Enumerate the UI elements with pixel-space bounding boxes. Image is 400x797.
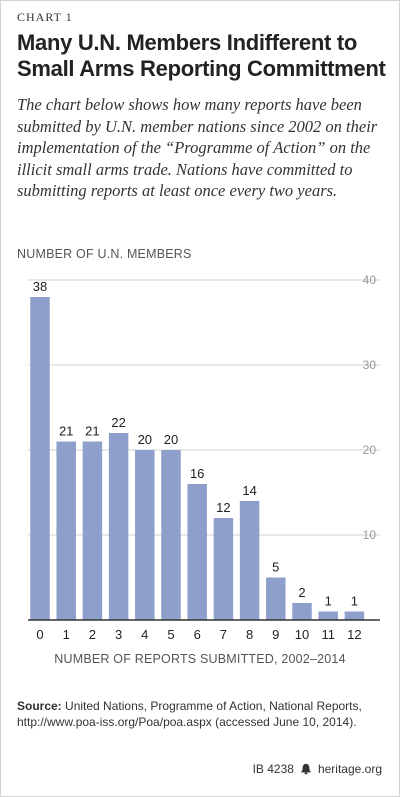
source-label: Source:	[17, 699, 62, 713]
y-tick-label-40: 40	[363, 273, 377, 287]
chart-title: Many U.N. Members Indifferent to Small A…	[17, 30, 386, 81]
site-name: heritage.org	[317, 762, 382, 776]
liberty-bell-icon	[300, 763, 312, 775]
x-tick-label-4: 4	[141, 627, 148, 642]
y-axis-title: NUMBER OF U.N. MEMBERS	[17, 247, 192, 261]
data-label-1: 21	[59, 424, 73, 439]
data-label-8: 14	[242, 483, 256, 498]
bar-1	[56, 441, 76, 620]
data-label-7: 12	[216, 500, 230, 515]
x-axis-title: NUMBER OF REPORTS SUBMITTED, 2002–2014	[54, 652, 346, 666]
data-label-0: 38	[33, 279, 47, 294]
bar-0	[30, 297, 50, 620]
x-tick-label-1: 1	[63, 627, 70, 642]
data-label-9: 5	[272, 560, 279, 575]
x-tick-label-5: 5	[167, 627, 174, 642]
data-label-2: 21	[85, 424, 99, 439]
data-label-11: 1	[325, 594, 332, 609]
report-id: IB 4238	[252, 762, 294, 776]
chart-subtitle: The chart below shows how many reports h…	[17, 95, 378, 200]
x-tick-label-10: 10	[295, 627, 309, 642]
data-label-6: 16	[190, 466, 204, 481]
data-label-4: 20	[138, 432, 152, 447]
data-label-10: 2	[298, 585, 305, 600]
data-label-3: 22	[111, 415, 125, 430]
x-tick-label-8: 8	[246, 627, 253, 642]
bar-12	[344, 611, 365, 620]
x-tick-label-3: 3	[115, 627, 122, 642]
source-note: Source: United Nations, Programme of Act…	[17, 698, 387, 730]
bar-6	[187, 484, 207, 620]
x-tick-label-2: 2	[89, 627, 96, 642]
y-tick-label-30: 30	[363, 358, 377, 372]
footer: IB 4238 heritage.org	[253, 762, 382, 776]
y-tick-label-10: 10	[363, 528, 377, 542]
y-tick-label-20: 20	[363, 443, 377, 457]
x-tick-label-9: 9	[272, 627, 279, 642]
bar-8	[239, 501, 260, 620]
x-tick-label-7: 7	[220, 627, 227, 642]
bar-10	[292, 603, 312, 620]
data-label-5: 20	[164, 432, 178, 447]
bar-5	[161, 450, 181, 620]
x-tick-label-0: 0	[36, 627, 43, 642]
x-tick-label-6: 6	[194, 627, 201, 642]
bar-3	[108, 433, 129, 620]
bar-2	[82, 441, 103, 620]
source-text: United Nations, Programme of Action, Nat…	[17, 699, 362, 729]
bar-11	[318, 611, 338, 620]
data-label-12: 1	[351, 594, 358, 609]
x-tick-label-12: 12	[347, 627, 361, 642]
bar-chart: 1020304038021121222320420516612714859210…	[28, 273, 380, 642]
bar-7	[213, 518, 234, 620]
x-tick-label-11: 11	[321, 627, 335, 642]
bar-4	[135, 450, 155, 620]
chart-label: CHART 1	[17, 10, 73, 24]
bar-9	[266, 577, 286, 620]
